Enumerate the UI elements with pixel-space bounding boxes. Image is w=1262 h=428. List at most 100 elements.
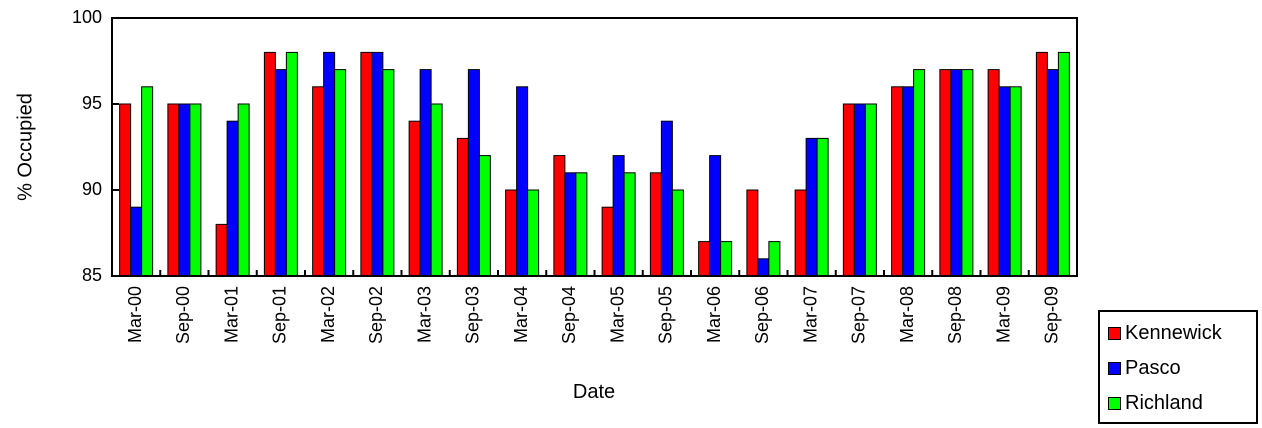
bar-kennewick-mar-05 <box>601 206 614 277</box>
bar-richland-sep-02 <box>382 69 395 277</box>
bar-richland-sep-00 <box>189 103 202 277</box>
x-tick-label-mar-07: Mar-07 <box>800 286 820 343</box>
x-axis: Mar-00 Sep-00 Mar-01 Sep-01 Mar-02 Sep-02 Mar-… <box>125 270 1062 344</box>
bar-kennewick-sep-07 <box>842 103 855 277</box>
chart-legend: Kennewick Pasco Richland <box>1098 310 1258 424</box>
bar-kennewick-mar-04 <box>505 189 518 277</box>
bar-richland-mar-01 <box>237 103 250 277</box>
bar-pasco-mar-07 <box>805 137 818 277</box>
legend-item-kennewick: Kennewick <box>1108 322 1222 344</box>
bar-pasco-mar-03 <box>419 69 432 277</box>
bar-richland-sep-04 <box>575 172 588 277</box>
bar-pasco-mar-05 <box>612 155 625 277</box>
legend-label-kennewick: Kennewick <box>1125 321 1222 344</box>
bar-pasco-sep-04 <box>564 172 577 277</box>
bar-pasco-sep-02 <box>371 51 384 277</box>
bar-pasco-sep-01 <box>274 69 287 277</box>
x-tick-label-mar-05: Mar-05 <box>607 286 627 343</box>
bar-richland-mar-02 <box>334 69 347 277</box>
bar-kennewick-mar-01 <box>215 223 228 277</box>
bar-pasco-mar-08 <box>902 86 915 277</box>
x-tick-label-sep-02: Sep-02 <box>366 286 386 344</box>
x-tick-label-sep-09: Sep-09 <box>1042 286 1062 344</box>
x-tick-label-mar-06: Mar-06 <box>704 286 724 343</box>
plot-area-frame <box>111 17 1078 277</box>
x-tick-label-mar-02: Mar-02 <box>318 286 338 343</box>
bar-kennewick-mar-02 <box>312 86 325 277</box>
bar-richland-sep-09 <box>1057 51 1070 277</box>
legend-item-richland: Richland <box>1108 392 1203 414</box>
bar-richland-sep-05 <box>671 189 684 277</box>
bar-richland-sep-03 <box>478 155 491 277</box>
bar-pasco-mar-09 <box>998 86 1011 277</box>
legend-swatch-richland <box>1108 396 1121 410</box>
x-tick-label-sep-07: Sep-07 <box>849 286 869 344</box>
legend-swatch-pasco <box>1108 361 1121 375</box>
y-tick-label-95: 95 <box>82 93 102 113</box>
bar-kennewick-mar-07 <box>794 189 807 277</box>
bar-pasco-sep-03 <box>467 69 480 277</box>
x-axis-label: Date <box>573 381 615 403</box>
x-tick-label-mar-08: Mar-08 <box>897 286 917 343</box>
bar-kennewick-sep-03 <box>456 137 469 277</box>
y-axis: 85 90 95 100 <box>72 7 119 285</box>
x-tick-label-mar-09: Mar-09 <box>993 286 1013 343</box>
bar-kennewick-mar-06 <box>698 241 711 277</box>
bar-pasco-mar-04 <box>516 86 529 277</box>
bar-richland-mar-07 <box>816 137 829 277</box>
bar-kennewick-sep-02 <box>360 51 373 277</box>
bars-layer <box>119 51 1070 277</box>
bar-kennewick-mar-09 <box>987 69 1000 277</box>
bar-kennewick-sep-00 <box>167 103 180 277</box>
bar-pasco-mar-00 <box>130 206 143 277</box>
bar-richland-mar-08 <box>913 69 926 277</box>
bar-pasco-mar-02 <box>323 51 336 277</box>
bar-richland-mar-05 <box>623 172 636 277</box>
legend-item-pasco: Pasco <box>1108 357 1181 379</box>
bar-richland-mar-03 <box>430 103 443 277</box>
bar-kennewick-sep-05 <box>649 172 662 277</box>
bar-kennewick-mar-08 <box>891 86 904 277</box>
bar-pasco-sep-06 <box>757 258 770 277</box>
bar-pasco-sep-00 <box>178 103 191 277</box>
bar-pasco-sep-08 <box>950 69 963 277</box>
bar-pasco-sep-07 <box>853 103 866 277</box>
x-tick-label-sep-01: Sep-01 <box>270 286 290 344</box>
bar-pasco-mar-01 <box>226 120 239 277</box>
x-tick-label-sep-06: Sep-06 <box>752 286 772 344</box>
bar-richland-sep-01 <box>285 51 298 277</box>
bar-kennewick-mar-00 <box>119 103 132 277</box>
bar-pasco-sep-05 <box>660 120 673 277</box>
y-tick-label-85: 85 <box>82 265 102 285</box>
y-tick-label-90: 90 <box>82 179 102 199</box>
legend-label-richland: Richland <box>1125 391 1203 414</box>
bar-kennewick-sep-04 <box>553 155 566 277</box>
bar-pasco-sep-09 <box>1046 69 1059 277</box>
bar-richland-mar-00 <box>141 86 154 277</box>
x-tick-label-sep-00: Sep-00 <box>173 286 193 344</box>
legend-swatch-kennewick <box>1108 326 1121 340</box>
bar-kennewick-mar-03 <box>408 120 421 277</box>
x-tick-label-mar-04: Mar-04 <box>511 286 531 343</box>
x-tick-label-mar-00: Mar-00 <box>125 286 145 343</box>
x-tick-label-sep-04: Sep-04 <box>559 286 579 344</box>
bar-richland-mar-06 <box>720 241 733 277</box>
legend-label-pasco: Pasco <box>1125 356 1181 379</box>
bar-richland-sep-08 <box>961 69 974 277</box>
bar-richland-mar-09 <box>1009 86 1022 277</box>
bar-pasco-mar-06 <box>709 155 722 277</box>
bar-kennewick-sep-09 <box>1035 51 1048 277</box>
bar-richland-sep-06 <box>768 241 781 277</box>
x-tick-label-mar-01: Mar-01 <box>221 286 241 343</box>
bar-kennewick-sep-06 <box>746 189 759 277</box>
x-tick-label-sep-03: Sep-03 <box>463 286 483 344</box>
x-tick-label-mar-03: Mar-03 <box>414 286 434 343</box>
bar-richland-sep-07 <box>864 103 877 277</box>
bar-richland-mar-04 <box>527 189 540 277</box>
bar-kennewick-sep-01 <box>263 51 276 277</box>
y-axis-label: % Occupied <box>14 93 36 201</box>
x-tick-label-sep-05: Sep-05 <box>656 286 676 344</box>
y-tick-label-100: 100 <box>72 7 102 27</box>
bar-kennewick-sep-08 <box>939 69 952 277</box>
